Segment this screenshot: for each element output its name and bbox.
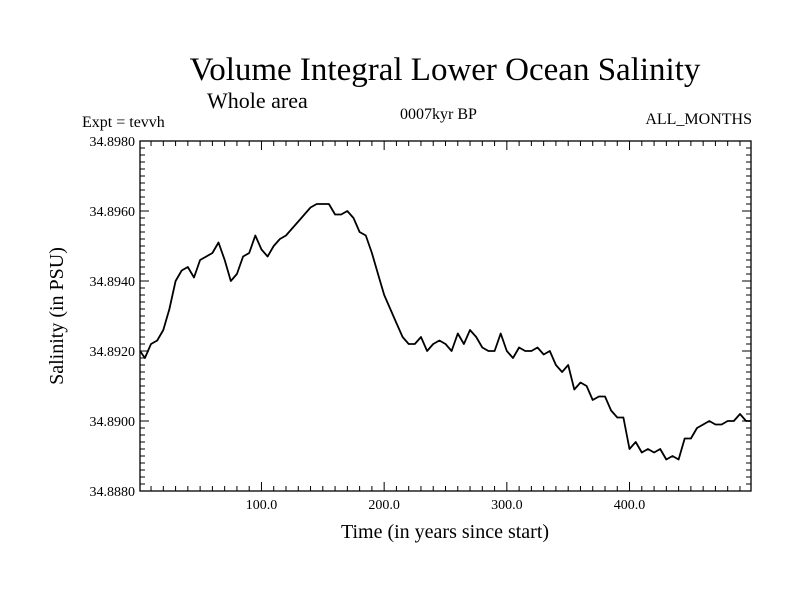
x-tick-label: 200.0 [368, 498, 400, 513]
y-tick-label: 34.8880 [90, 485, 136, 500]
experiment-label: Expt = tevvh [82, 114, 165, 131]
plot-frame [139, 140, 752, 492]
x-axis-label: Time (in years since start) [341, 521, 549, 543]
chart-subtitle: Whole area [207, 88, 308, 113]
y-tick-label: 34.8900 [90, 415, 136, 430]
months-label: ALL_MONTHS [645, 111, 752, 128]
chart-title: Volume Integral Lower Ocean Salinity [189, 52, 701, 88]
period-label: 0007kyr BP [400, 106, 477, 123]
y-tick-label: 34.8980 [90, 135, 136, 150]
axis-tick-labels: 100.0 200.0 300.0 400.0 34.8880 34.8900 34.892… [90, 135, 646, 513]
y-tick-label: 34.8940 [90, 275, 136, 290]
x-tick-label: 300.0 [491, 498, 523, 513]
x-tick-label: 400.0 [614, 498, 646, 513]
x-tick-label: 100.0 [246, 498, 278, 513]
axis-ticks [140, 140, 751, 492]
series-group [139, 203, 751, 461]
y-tick-label: 34.8960 [90, 205, 136, 220]
y-tick-label: 34.8920 [90, 345, 136, 360]
y-axis-label: Salinity (in PSU) [46, 247, 68, 385]
salinity-series-line [139, 203, 751, 461]
